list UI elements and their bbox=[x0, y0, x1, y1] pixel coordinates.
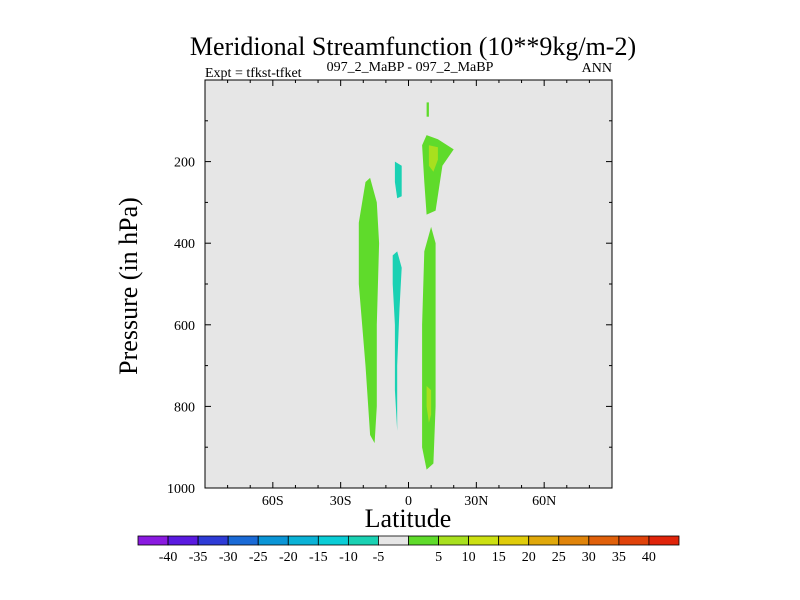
x-tick-label: 30S bbox=[330, 494, 352, 509]
colorbar-label: 5 bbox=[435, 550, 442, 565]
contour-region-6 bbox=[394, 161, 402, 199]
colorbar-label: -35 bbox=[189, 550, 208, 565]
colorbar-box-6 bbox=[317, 535, 349, 546]
x-axis-title: Latitude bbox=[365, 504, 452, 533]
colorbar-label: -20 bbox=[279, 550, 298, 565]
colorbar-box-10 bbox=[438, 535, 470, 546]
colorbar-label: 20 bbox=[522, 550, 536, 565]
contour-region-2 bbox=[426, 102, 429, 117]
colorbar-label: 25 bbox=[552, 550, 566, 565]
colorbar-label: -40 bbox=[159, 550, 178, 565]
colorbar-box-14 bbox=[558, 535, 590, 546]
colorbar-label: 40 bbox=[642, 550, 656, 565]
colorbar-box-17 bbox=[648, 535, 680, 546]
right-subtitle: ANN bbox=[582, 61, 612, 76]
colorbar-box-3 bbox=[227, 535, 259, 546]
colorbar-label: -5 bbox=[373, 550, 385, 565]
plot-background bbox=[205, 80, 612, 488]
x-tick-label: 0 bbox=[405, 494, 412, 509]
y-tick-label: 200 bbox=[174, 156, 195, 171]
x-tick-label: 60N bbox=[532, 494, 556, 509]
colorbar-box-15 bbox=[588, 535, 620, 546]
colorbar-label: 15 bbox=[492, 550, 506, 565]
x-tick-label: 60S bbox=[262, 494, 284, 509]
left-subtitle: Expt = tfkst-tfket bbox=[205, 66, 302, 81]
colorbar-box-5 bbox=[287, 535, 319, 546]
contour-regions bbox=[358, 102, 454, 470]
y-axis-title: Pressure (in hPa) bbox=[114, 197, 143, 375]
colorbar-label: 30 bbox=[582, 550, 596, 565]
y-tick-label: 800 bbox=[174, 400, 195, 415]
colorbar-box-12 bbox=[498, 535, 530, 546]
colorbar-label: 35 bbox=[612, 550, 626, 565]
colorbar-box-1 bbox=[167, 535, 199, 546]
contour-region-7 bbox=[392, 251, 402, 431]
colorbar-box-4 bbox=[257, 535, 289, 546]
colorbar-box-8 bbox=[378, 535, 409, 546]
colorbar-label: -30 bbox=[219, 550, 238, 565]
colorbar-label: -25 bbox=[249, 550, 268, 565]
colorbar-box-11 bbox=[468, 535, 500, 546]
colorbar-box-7 bbox=[347, 535, 379, 546]
y-tick-label: 1000 bbox=[167, 482, 195, 497]
colorbar-box-9 bbox=[408, 535, 439, 546]
chart-title: Meridional Streamfunction (10**9kg/m-2) bbox=[190, 32, 636, 61]
contour-region-4 bbox=[428, 145, 438, 172]
y-tick-label: 600 bbox=[174, 319, 195, 334]
contour-region-0 bbox=[358, 177, 380, 444]
colorbar-box-13 bbox=[528, 535, 560, 546]
contour-region-5 bbox=[426, 386, 432, 423]
colorbar-box-0 bbox=[137, 535, 169, 546]
colorbar-label: -10 bbox=[339, 550, 358, 565]
colorbar-label: 10 bbox=[462, 550, 476, 565]
colorbar-label: -15 bbox=[309, 550, 328, 565]
colorbar: -40 -35 -30 -25 -20 -15 -10 -5 5 10 15 20 25 30 35 40 bbox=[137, 535, 680, 565]
axis-ticks: 60S 30S 0 30N 60N 200 400 600 800 1000 bbox=[167, 80, 612, 509]
x-tick-label: 30N bbox=[464, 494, 488, 509]
contour-region-3 bbox=[422, 226, 436, 470]
center-subtitle: 097_2_MaBP - 097_2_MaBP bbox=[327, 60, 494, 75]
colorbar-box-2 bbox=[197, 535, 229, 546]
colorbar-box-16 bbox=[618, 535, 650, 546]
y-tick-label: 400 bbox=[174, 237, 195, 252]
